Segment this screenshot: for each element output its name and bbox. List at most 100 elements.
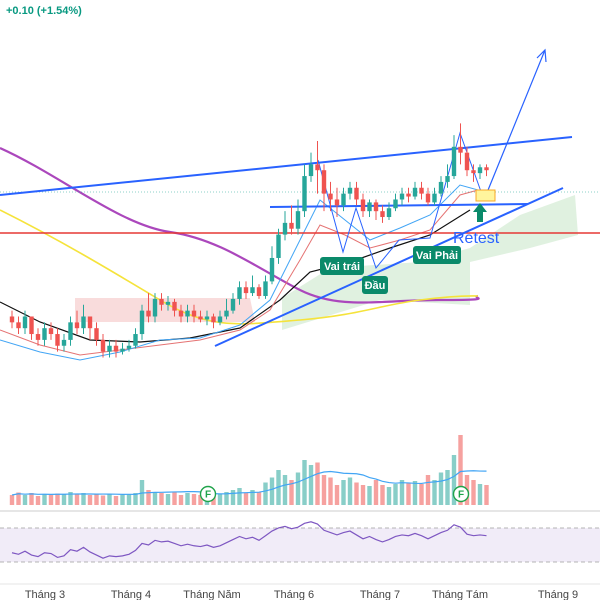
candle-body [9,316,15,323]
pattern-tag-bg [413,246,461,264]
candle-body [380,211,385,218]
rsi-line [11,521,487,559]
volume-bar [152,492,158,505]
candle-body [360,199,366,212]
volume-bar [321,475,327,505]
candle-body [464,152,470,171]
volume-bar [432,480,437,505]
candle-body [425,193,431,203]
volume-bar [289,480,294,505]
volume-bar [68,492,73,505]
candle-body [341,193,346,206]
volume-bar [360,485,366,505]
volume-bar [113,496,119,505]
candle-body [35,334,41,340]
candle-body [237,287,242,299]
volume-bar [263,482,268,505]
volume-bar [399,480,405,505]
volume-bar [81,493,86,505]
candle-body [471,170,476,174]
candle-body [321,170,327,194]
volume-bar [74,494,80,505]
pattern-tag-bg [320,257,364,275]
candle-body [94,328,99,340]
candle-body [445,176,450,182]
volume-bar [451,455,457,505]
candle-body [302,176,307,212]
candle-body [406,193,411,197]
candle-body [120,348,125,352]
volume-bar [120,495,125,505]
volume-bar [172,492,177,505]
neckline [269,203,529,208]
candle-body [152,298,158,317]
candle-body [61,339,67,346]
rsi-pane [0,510,600,585]
upper-trendline [0,136,573,196]
volume-bar [61,494,67,505]
candle-body [55,334,60,346]
pattern-tag-bg [362,276,388,294]
candle-body [204,316,210,320]
candle-body [477,167,483,174]
volume-bar [42,494,47,505]
candle-body [217,316,223,323]
candle-body [367,202,372,212]
pattern-annotations: Vai trái Đầu Vai Phải Retest F F [199,189,500,503]
volume-bar [133,493,138,505]
projection-line [483,49,546,201]
ema-black-line [0,209,471,343]
candle-body [399,193,405,200]
candle-body [22,316,28,329]
pattern-tag-label: Đầu [365,280,386,292]
volume-bar [29,493,34,505]
pattern-tag-label: Vai trái [324,261,360,273]
candle-body [172,301,177,311]
ema-blue-line [0,184,479,361]
volume-bar [386,487,392,505]
volume-bar [185,493,190,505]
volume-bar [191,494,197,505]
volume-bar [477,484,483,505]
candle-body [230,298,236,311]
volume-bar [412,481,418,505]
volume-bar [471,480,476,505]
candle-body [419,187,424,194]
event-marker-label: F [458,490,464,501]
volume-bar [328,477,333,505]
volume-bar [9,495,15,505]
candle-body [354,187,359,200]
candle-body [484,167,489,171]
retest-arrow [473,203,487,222]
candle-body [100,339,106,352]
volume-bar [217,494,223,505]
cloud-green-2 [470,195,578,262]
candle-body [191,310,197,317]
x-tick-label: Tháng Năm [183,589,240,600]
volume-bar [295,472,301,505]
volume-bar [302,460,307,505]
volume-bar [484,485,489,505]
candlestick-series [9,123,489,358]
candle-body [334,199,340,206]
volume-bar [22,495,28,505]
candle-body [347,187,353,194]
volume-ma-line [11,470,487,496]
candle-body [276,234,281,258]
volume-bar [159,493,164,505]
event-marker-circle [199,485,217,503]
volume-bar [282,475,288,505]
candle-body [133,334,138,346]
volume-bar [341,480,346,505]
candle-body [81,316,86,329]
candle-body [308,164,314,177]
volume-bar [237,488,242,505]
candle-body [146,310,151,317]
volume-bar [224,492,229,505]
volume-bar [458,435,463,505]
volume-bar [334,485,340,505]
candle-body [48,328,54,335]
volume-bar [48,495,54,505]
lower-trendline [214,187,564,347]
